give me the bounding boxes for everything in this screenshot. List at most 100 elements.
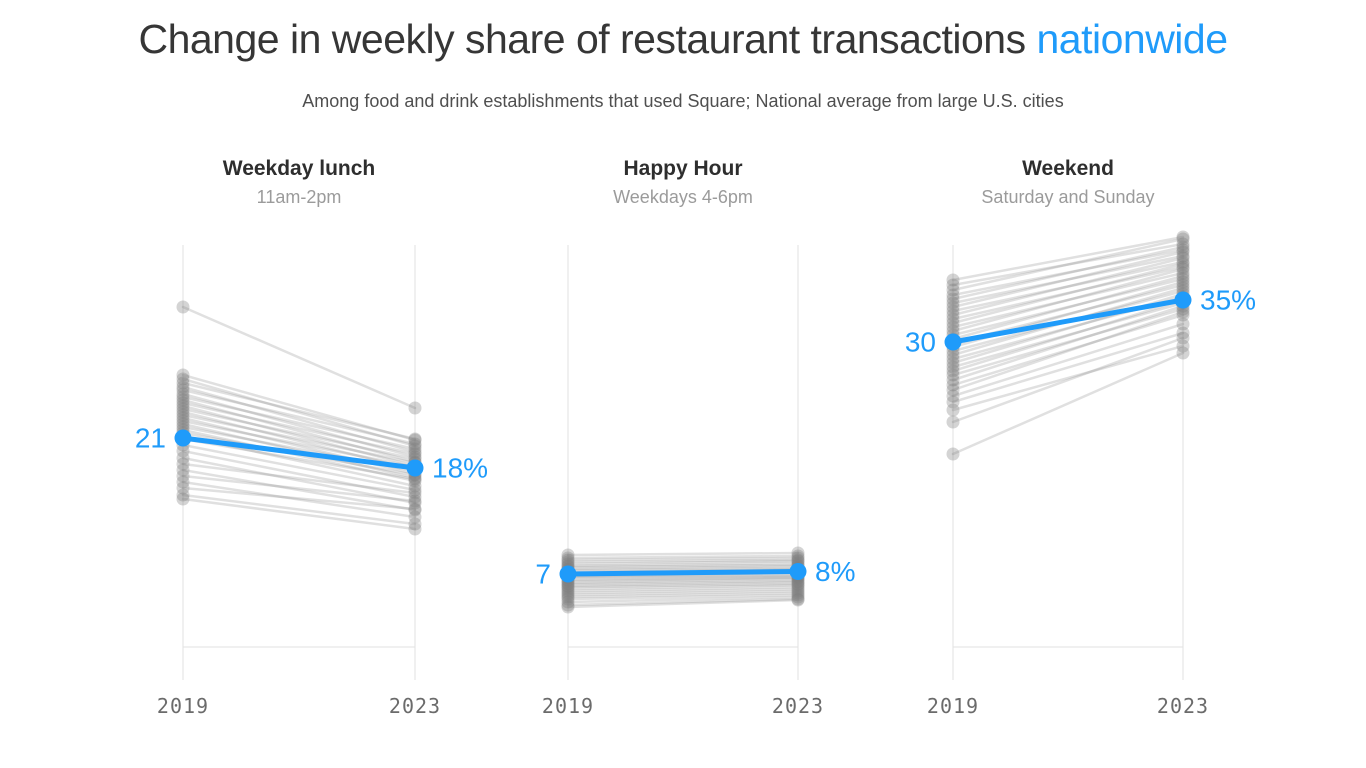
city-dot-2023 [1176, 262, 1190, 276]
city-dot-2019 [946, 403, 960, 417]
city-dot-2019 [946, 292, 960, 306]
city-dot-2019 [176, 444, 190, 458]
city-dot-2019 [946, 312, 960, 326]
city-line [951, 277, 1185, 337]
city-line [951, 250, 1185, 309]
city-line [566, 582, 800, 589]
city-line [951, 304, 1185, 382]
city-dot-2019 [561, 553, 575, 567]
city-dot-2019 [946, 395, 960, 409]
city-line [951, 260, 1185, 313]
slope-panel-1: 21 18% 2019 2023 [135, 245, 488, 718]
city-line [566, 593, 800, 601]
city-dot-2019 [561, 588, 575, 602]
city-dot-2023 [408, 517, 422, 531]
city-dot-2023 [1176, 331, 1190, 345]
city-line [566, 559, 800, 566]
city-line [951, 237, 1185, 292]
page-title-main: Change in weekly share of restaurant tra… [138, 16, 1037, 62]
city-dot-2019 [946, 373, 960, 387]
city-dot-2023 [1176, 305, 1190, 319]
city-dot-2019 [946, 378, 960, 392]
city-dot-2019 [176, 411, 190, 425]
city-line [181, 305, 417, 410]
average-line [950, 297, 1186, 345]
city-dot-2019 [176, 417, 190, 431]
average-dot-2023 [1174, 291, 1192, 309]
city-line [181, 468, 417, 512]
city-dot-2019 [176, 457, 190, 471]
city-line [181, 480, 417, 519]
average-value-label-2019: 7 [535, 559, 551, 590]
city-line [181, 377, 417, 448]
city-dot-2019 [946, 356, 960, 370]
year-label-2023: 2023 [1157, 694, 1209, 718]
city-dot-2023 [408, 401, 422, 415]
city-dot-2019 [946, 296, 960, 310]
slope-panel-2: 7 8% 2019 2023 [535, 245, 855, 718]
city-line [566, 576, 800, 583]
city-dot-2019 [946, 368, 960, 382]
city-line [566, 598, 800, 609]
city-dot-2019 [561, 595, 575, 609]
city-dot-2023 [791, 549, 805, 563]
city-line [181, 381, 417, 441]
city-dot-2023 [791, 582, 805, 596]
chart-subtitle: Among food and drink establishments that… [302, 91, 1064, 111]
city-dot-2023 [791, 584, 805, 598]
city-line [566, 587, 800, 595]
city-dot-2023 [408, 496, 422, 510]
city-dot-2023 [1176, 275, 1190, 289]
average-dot-2019 [174, 429, 192, 447]
city-dot-2023 [408, 474, 422, 488]
city-line [951, 336, 1185, 424]
city-line [951, 331, 1185, 404]
city-dot-2023 [1176, 230, 1190, 244]
city-line [566, 585, 800, 593]
city-dot-2023 [1176, 260, 1190, 274]
city-line [566, 583, 800, 591]
city-line [566, 579, 800, 586]
city-dot-2019 [561, 584, 575, 598]
city-line [181, 395, 417, 451]
city-dot-2023 [408, 483, 422, 497]
city-line [566, 558, 800, 564]
city-dot-2019 [561, 551, 575, 565]
city-dot-2023 [791, 593, 805, 607]
panel-header-happy-hour: Happy Hour Weekdays 4-6pm [613, 157, 753, 208]
city-line [951, 235, 1185, 282]
average-value-label-2023: 8% [815, 556, 855, 587]
city-line [566, 563, 800, 569]
city-dot-2023 [791, 551, 805, 565]
city-dot-2019 [561, 590, 575, 604]
city-dot-2019 [561, 548, 575, 562]
city-line [181, 373, 417, 442]
city-line [566, 556, 800, 562]
city-dot-2023 [408, 437, 422, 451]
city-dot-2023 [408, 502, 422, 516]
city-dot-2023 [408, 522, 422, 536]
average-value-label-2019: 21 [135, 423, 166, 454]
city-dot-2019 [176, 492, 190, 506]
city-dot-2023 [1176, 339, 1190, 353]
city-line [181, 456, 417, 505]
city-dot-2023 [1176, 232, 1190, 246]
city-line [951, 248, 1185, 297]
city-dot-2019 [176, 368, 190, 382]
city-dot-2023 [1176, 251, 1190, 265]
city-line [951, 267, 1185, 333]
city-dot-2023 [408, 447, 422, 461]
city-dot-2019 [946, 364, 960, 378]
city-line [181, 388, 417, 446]
city-dot-2019 [946, 320, 960, 334]
city-dot-2019 [176, 402, 190, 416]
average-value-label-2023: 18% [432, 453, 488, 484]
city-dot-2019 [176, 405, 190, 419]
city-dot-2019 [176, 451, 190, 465]
city-line [951, 351, 1185, 456]
city-dot-2019 [946, 447, 960, 461]
city-dot-2023 [1176, 266, 1190, 280]
city-line [181, 413, 417, 465]
city-line [566, 564, 800, 571]
